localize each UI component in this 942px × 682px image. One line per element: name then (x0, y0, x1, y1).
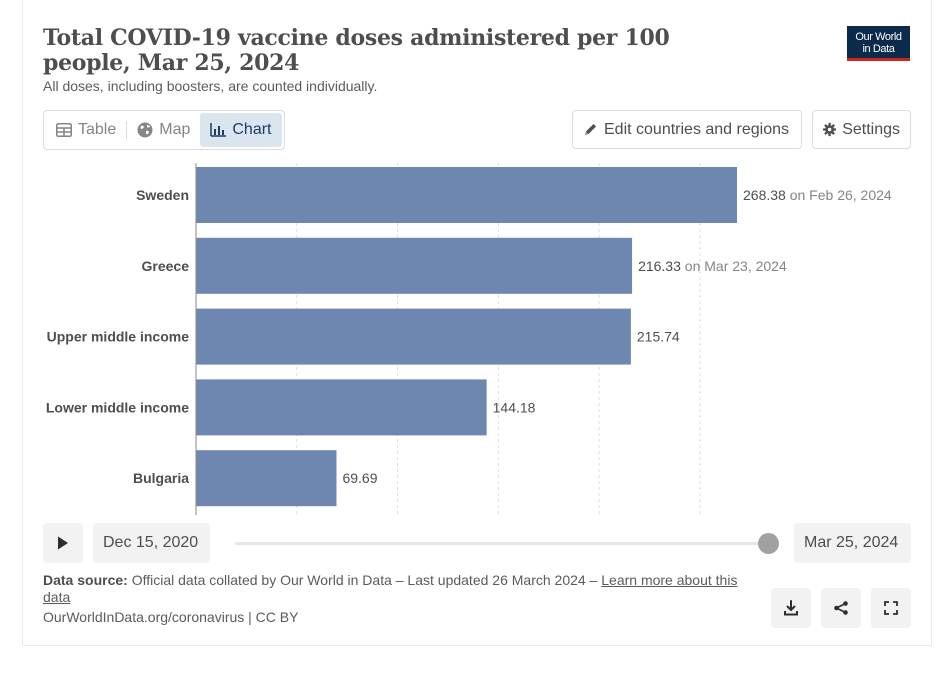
chart-frame (22, 0, 932, 646)
play-icon (58, 536, 68, 550)
tab-table-label: Table (78, 121, 117, 138)
globe-icon (137, 122, 153, 138)
category-label: Upper middle income (47, 329, 190, 345)
tab-chart-label: Chart (232, 121, 272, 138)
bar[interactable] (196, 167, 737, 223)
gear-icon (823, 122, 837, 137)
tab-table[interactable]: Table (46, 113, 126, 147)
timeline: Dec 15, 2020 Mar 25, 2024 (43, 523, 911, 563)
play-button[interactable] (43, 523, 83, 563)
settings-button[interactable]: Settings (812, 110, 911, 149)
value-label: 268.38 on Feb 26, 2024 (743, 187, 892, 203)
bar[interactable] (196, 450, 337, 507)
tab-divider (126, 121, 128, 139)
pencil-icon (585, 124, 596, 135)
value-label: 144.18 (493, 399, 536, 415)
settings-label: Settings (842, 120, 900, 138)
category-label: Lower middle income (46, 399, 189, 415)
category-label: Greece (142, 258, 190, 274)
edit-countries-label: Edit countries and regions (604, 120, 789, 138)
share-button[interactable] (821, 588, 861, 628)
download-icon (784, 600, 798, 616)
fullscreen-button[interactable] (871, 588, 911, 628)
share-icon (834, 601, 848, 615)
edit-countries-button[interactable]: Edit countries and regions (572, 110, 802, 149)
chart-subtitle: All doses, including boosters, are count… (43, 78, 378, 94)
bar-chart-icon (210, 123, 227, 137)
bar-chart: Sweden 268.38 on Feb 26, 2024 Greece 216.33… (46, 163, 892, 515)
owid-logo[interactable]: Our World in Data (847, 26, 910, 61)
category-label: Sweden (136, 187, 189, 203)
bar[interactable] (196, 379, 487, 436)
bar[interactable] (196, 308, 631, 365)
category-label: Bulgaria (133, 470, 189, 486)
timeline-handle[interactable] (758, 533, 779, 554)
timeline-end-date[interactable]: Mar 25, 2024 (794, 523, 911, 563)
bar[interactable] (196, 237, 633, 294)
value-label: 216.33 on Mar 23, 2024 (638, 258, 787, 274)
fullscreen-icon (884, 601, 898, 615)
value-label: 215.74 (637, 329, 680, 345)
timeline-start-date[interactable]: Dec 15, 2020 (93, 523, 210, 563)
learn-more-link[interactable]: Learn more about this data (43, 572, 738, 605)
logo-line-2: in Data (862, 43, 895, 55)
table-icon (56, 123, 72, 137)
tab-map[interactable]: Map (127, 113, 200, 147)
logo-line-1: Our World (855, 31, 902, 43)
timeline-track[interactable] (235, 542, 769, 545)
view-tabs: Table Map Chart (43, 110, 285, 150)
data-source-text: Official data collated by Our World in D… (131, 572, 598, 588)
data-source-label: Data source: (43, 572, 128, 588)
tab-chart[interactable]: Chart (200, 113, 282, 147)
data-source: Data source: Official data collated by O… (43, 572, 758, 606)
download-button[interactable] (771, 588, 811, 628)
value-label: 69.69 (342, 470, 377, 486)
chart-title: Total COVID-19 vaccine doses administere… (43, 25, 670, 76)
source-url[interactable]: OurWorldInData.org/coronavirus | CC BY (43, 609, 299, 625)
tab-map-label: Map (159, 121, 191, 138)
